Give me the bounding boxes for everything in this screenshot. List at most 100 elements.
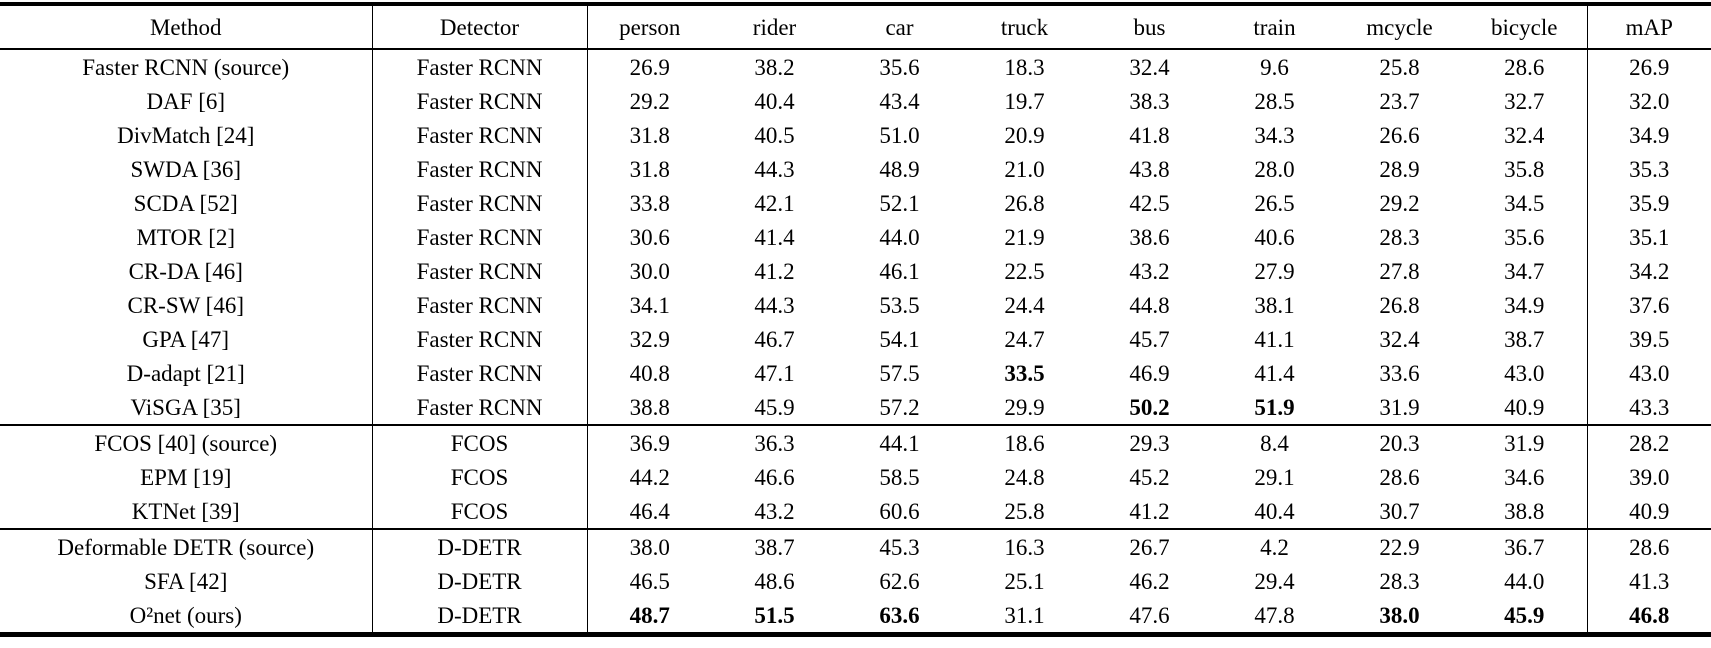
value-cell: 30.6: [629, 224, 670, 250]
value-cell: 32.9: [629, 326, 670, 352]
value-cell: 32.4: [1379, 326, 1420, 352]
table-row: KTNet [39] FCOS 46.4 43.2 60.6 25.8 41.2 40.4 30…: [0, 494, 1711, 529]
value-cell: 58.5: [879, 464, 920, 490]
map-value-cell: 43.3: [1629, 394, 1670, 420]
value-cell: 45.3: [879, 534, 920, 560]
value-cell: 29.1: [1254, 464, 1295, 490]
value-cell: 38.8: [1462, 494, 1588, 529]
value-cell: 33.6: [1379, 360, 1420, 386]
value-cell: 8.4: [1260, 430, 1289, 456]
table-row: EPM [19] FCOS 44.2 46.6 58.5 24.8 45.2 29.1 28.6…: [0, 460, 1711, 494]
value-cell: 42.5: [1129, 190, 1170, 216]
table-group-d-detr: Deformable DETR (source) D-DETR 38.0 38.7 45…: [0, 529, 1711, 635]
value-cell: 34.6: [1462, 460, 1588, 494]
value-cell: 41.2: [754, 258, 795, 284]
value-cell: 42.1: [754, 190, 795, 216]
column-header-mcycle: mcycle: [1337, 4, 1462, 50]
value-cell: 43.2: [1129, 258, 1170, 284]
method-cell: Deformable DETR (source): [0, 529, 373, 564]
detector-cell: FCOS: [372, 460, 588, 494]
value-cell: 54.1: [879, 326, 920, 352]
value-cell: 36.7: [1462, 529, 1588, 564]
value-cell: 32.4: [1129, 54, 1170, 80]
value-cell: 38.6: [1129, 224, 1170, 250]
value-cell: 52.1: [879, 190, 920, 216]
value-cell: 44.1: [879, 430, 920, 456]
map-value-cell: 43.0: [1629, 360, 1670, 386]
value-cell: 31.9: [1462, 425, 1588, 460]
value-cell: 28.5: [1254, 88, 1295, 114]
value-cell: 34.5: [1462, 186, 1588, 220]
table-row: SWDA [36] Faster RCNN 31.8 44.3 48.9 21.0 43.8…: [0, 152, 1711, 186]
value-cell: 40.9: [1462, 390, 1588, 425]
method-cell: SFA [42]: [0, 564, 373, 598]
detector-cell: Faster RCNN: [372, 49, 588, 84]
value-cell: 20.3: [1379, 430, 1420, 456]
detector-cell: D-DETR: [372, 529, 588, 564]
method-cell: FCOS [40] (source): [0, 425, 373, 460]
method-cell: MTOR [2]: [0, 220, 373, 254]
value-cell: 31.9: [1379, 394, 1420, 420]
value-cell: 38.7: [754, 534, 795, 560]
method-cell: ViSGA [35]: [0, 390, 373, 425]
column-header-bus: bus: [1087, 4, 1212, 50]
value-cell: 32.4: [1462, 118, 1588, 152]
value-cell: 33.5: [1004, 360, 1045, 386]
value-cell: 26.8: [1379, 292, 1420, 318]
table-row: SFA [42] D-DETR 46.5 48.6 62.6 25.1 46.2 29.4 28…: [0, 564, 1711, 598]
value-cell: 34.3: [1254, 122, 1295, 148]
value-cell: 38.7: [1462, 322, 1588, 356]
value-cell: 47.8: [1254, 602, 1295, 628]
value-cell: 40.8: [629, 360, 670, 386]
value-cell: 34.9: [1462, 288, 1588, 322]
value-cell: 21.0: [1004, 156, 1045, 182]
value-cell: 47.1: [754, 360, 795, 386]
value-cell: 4.2: [1260, 534, 1289, 560]
detector-cell: Faster RCNN: [372, 356, 588, 390]
value-cell: 26.7: [1129, 534, 1170, 560]
value-cell: 25.8: [1004, 498, 1045, 524]
table-group-faster-rcnn: Faster RCNN (source) Faster RCNN 26.9 38.2 3…: [0, 49, 1711, 425]
method-cell: EPM [19]: [0, 460, 373, 494]
value-cell: 40.5: [754, 122, 795, 148]
map-value-cell: 35.3: [1629, 156, 1670, 182]
value-cell: 43.4: [879, 88, 920, 114]
value-cell: 28.9: [1379, 156, 1420, 182]
value-cell: 46.2: [1129, 568, 1170, 594]
value-cell: 60.6: [879, 498, 920, 524]
table-row: CR-DA [46] Faster RCNN 30.0 41.2 46.1 22.5 43.…: [0, 254, 1711, 288]
value-cell: 38.2: [754, 54, 795, 80]
value-cell: 48.9: [879, 156, 920, 182]
detector-cell: FCOS: [372, 494, 588, 529]
table-header-row: Method Detector person rider car truck bus trai…: [0, 4, 1711, 50]
value-cell: 38.0: [629, 534, 670, 560]
value-cell: 23.7: [1379, 88, 1420, 114]
column-header-truck: truck: [962, 4, 1087, 50]
value-cell: 44.0: [1462, 564, 1588, 598]
value-cell: 19.7: [1004, 88, 1045, 114]
value-cell: 18.3: [1004, 54, 1045, 80]
value-cell: 32.7: [1462, 84, 1588, 118]
value-cell: 31.8: [629, 122, 670, 148]
value-cell: 40.6: [1254, 224, 1295, 250]
value-cell: 28.3: [1379, 568, 1420, 594]
value-cell: 45.9: [754, 394, 795, 420]
value-cell: 57.5: [879, 360, 920, 386]
table-row: FCOS [40] (source) FCOS 36.9 36.3 44.1 18.6 29…: [0, 425, 1711, 460]
value-cell: 26.5: [1254, 190, 1295, 216]
value-cell: 29.4: [1254, 568, 1295, 594]
method-cell: SCDA [52]: [0, 186, 373, 220]
value-cell: 45.2: [1129, 464, 1170, 490]
table-group-fcos: FCOS [40] (source) FCOS 36.9 36.3 44.1 18.6 29…: [0, 425, 1711, 529]
value-cell: 24.8: [1004, 464, 1045, 490]
map-value-cell: 34.9: [1629, 122, 1670, 148]
detector-cell: Faster RCNN: [372, 220, 588, 254]
value-cell: 43.2: [754, 498, 795, 524]
value-cell: 45.9: [1462, 598, 1588, 635]
table-row: MTOR [2] Faster RCNN 30.6 41.4 44.0 21.9 38.6 4…: [0, 220, 1711, 254]
table-header: Method Detector person rider car truck bus trai…: [0, 4, 1711, 50]
value-cell: 57.2: [879, 394, 920, 420]
results-table: Method Detector person rider car truck bus trai…: [0, 2, 1711, 637]
value-cell: 40.4: [1254, 498, 1295, 524]
value-cell: 46.1: [879, 258, 920, 284]
